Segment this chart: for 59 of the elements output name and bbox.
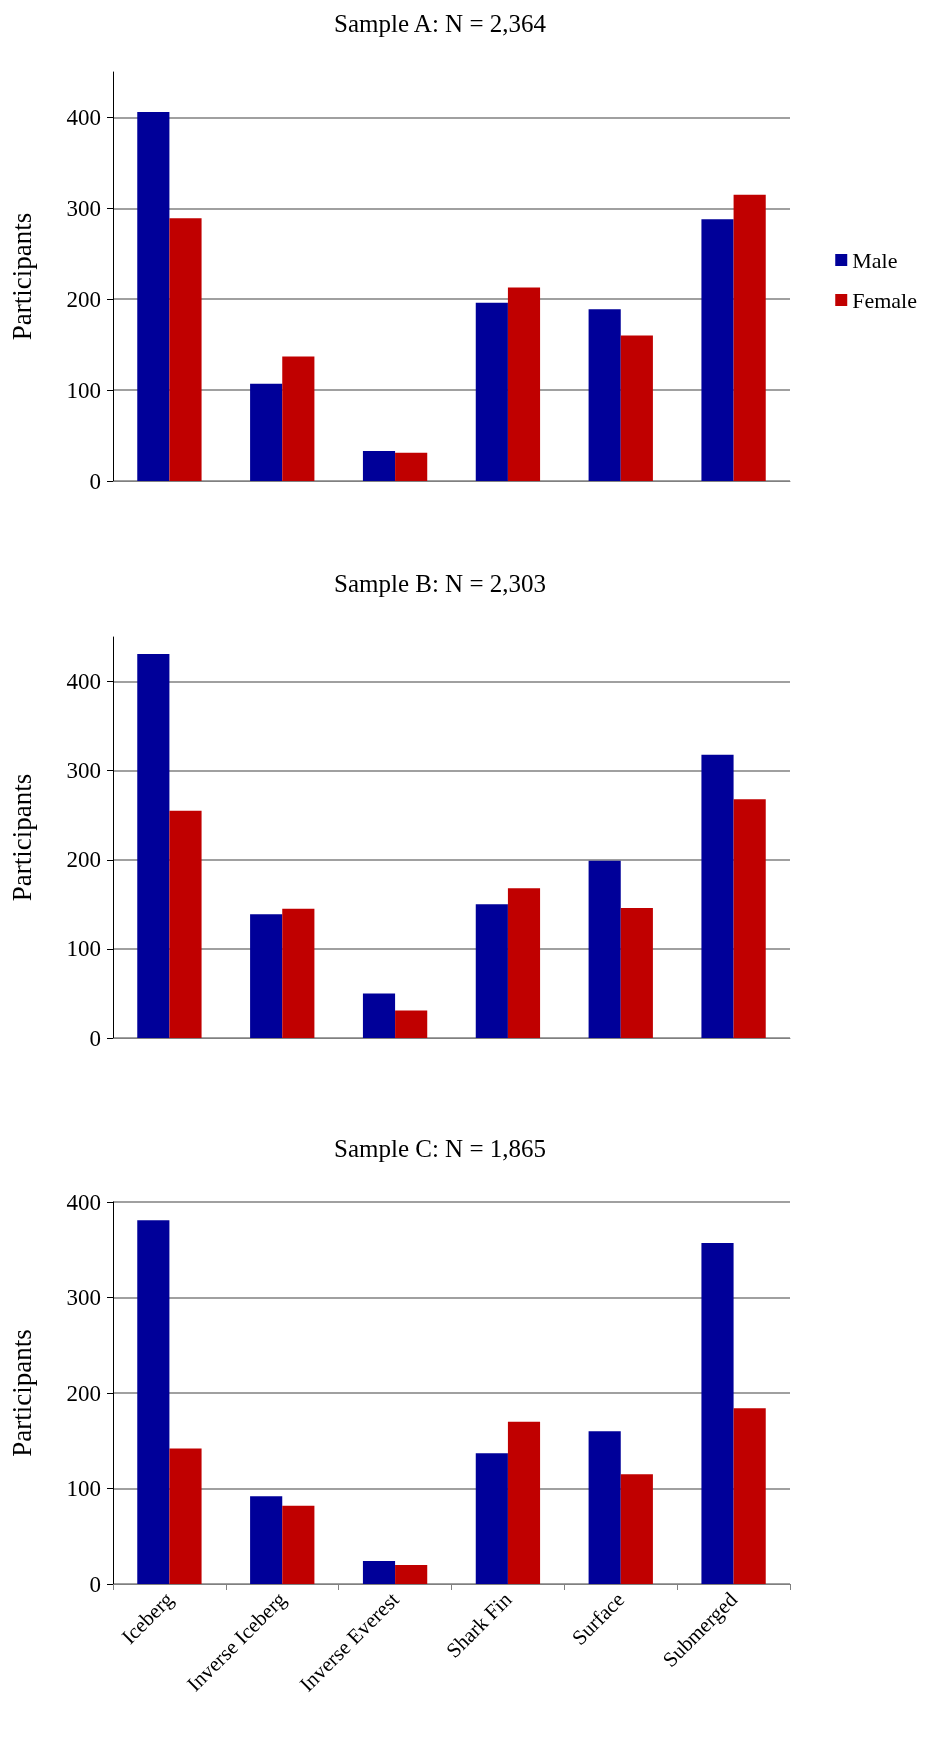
- bar: [282, 1505, 315, 1584]
- bar: [362, 1561, 396, 1584]
- legend-label: Male: [852, 247, 898, 273]
- bar: [507, 888, 541, 1038]
- bar: [733, 194, 766, 481]
- bar: [733, 799, 766, 1038]
- bar: [137, 653, 170, 1038]
- bar: [169, 1448, 202, 1584]
- bar: [250, 914, 283, 1038]
- y-tick-label: 0: [89, 1571, 101, 1597]
- bar: [620, 1474, 653, 1584]
- chart-title: Sample B: N = 2,303: [333, 570, 547, 597]
- y-tick-label: 200: [66, 286, 101, 312]
- y-tick-label: 100: [66, 377, 101, 403]
- bar: [250, 383, 283, 481]
- y-tick-label: 0: [89, 468, 101, 494]
- y-tick-label: 200: [66, 1380, 101, 1406]
- bar: [282, 356, 315, 481]
- y-tick-label: 200: [66, 847, 101, 873]
- y-tick-label: 100: [66, 1476, 101, 1501]
- y-tick-label: 400: [66, 104, 101, 130]
- y-axis-title: Participants: [6, 212, 37, 341]
- bar: [137, 1220, 170, 1584]
- bar: [362, 451, 396, 481]
- bar: [733, 1408, 766, 1584]
- bar: [620, 335, 653, 481]
- bar: [475, 904, 508, 1038]
- bar: [701, 219, 734, 481]
- bar: [395, 1564, 428, 1584]
- legend-label: Female: [852, 287, 918, 313]
- y-tick-label: 300: [66, 1285, 101, 1310]
- y-tick-label: 300: [66, 195, 101, 221]
- y-tick-label: 100: [66, 936, 101, 962]
- y-tick-label: 300: [66, 758, 101, 784]
- bar: [395, 1010, 428, 1038]
- chart-title: Sample C: N = 1,865: [333, 1135, 547, 1162]
- bar: [282, 908, 315, 1038]
- y-axis-title: Participants: [6, 773, 37, 902]
- bar: [475, 1453, 508, 1584]
- bar: [169, 810, 202, 1038]
- bar: [620, 907, 653, 1038]
- y-tick-label: 400: [66, 669, 101, 695]
- bar: [507, 1421, 541, 1584]
- bar: [701, 1243, 734, 1584]
- bar: [588, 1431, 621, 1584]
- y-tick-label: 0: [89, 1025, 101, 1051]
- bar: [507, 287, 541, 481]
- bar: [475, 302, 508, 481]
- bar: [588, 309, 621, 481]
- bar: [250, 1496, 283, 1584]
- bar: [169, 218, 202, 481]
- bar: [137, 111, 170, 481]
- y-axis-title: Participants: [6, 1329, 37, 1457]
- bar: [588, 860, 621, 1038]
- bar: [395, 452, 428, 481]
- bar: [701, 754, 734, 1038]
- y-tick-label: 400: [66, 1189, 101, 1215]
- bar: [362, 993, 396, 1038]
- chart-title: Sample A: N = 2,364: [333, 10, 547, 37]
